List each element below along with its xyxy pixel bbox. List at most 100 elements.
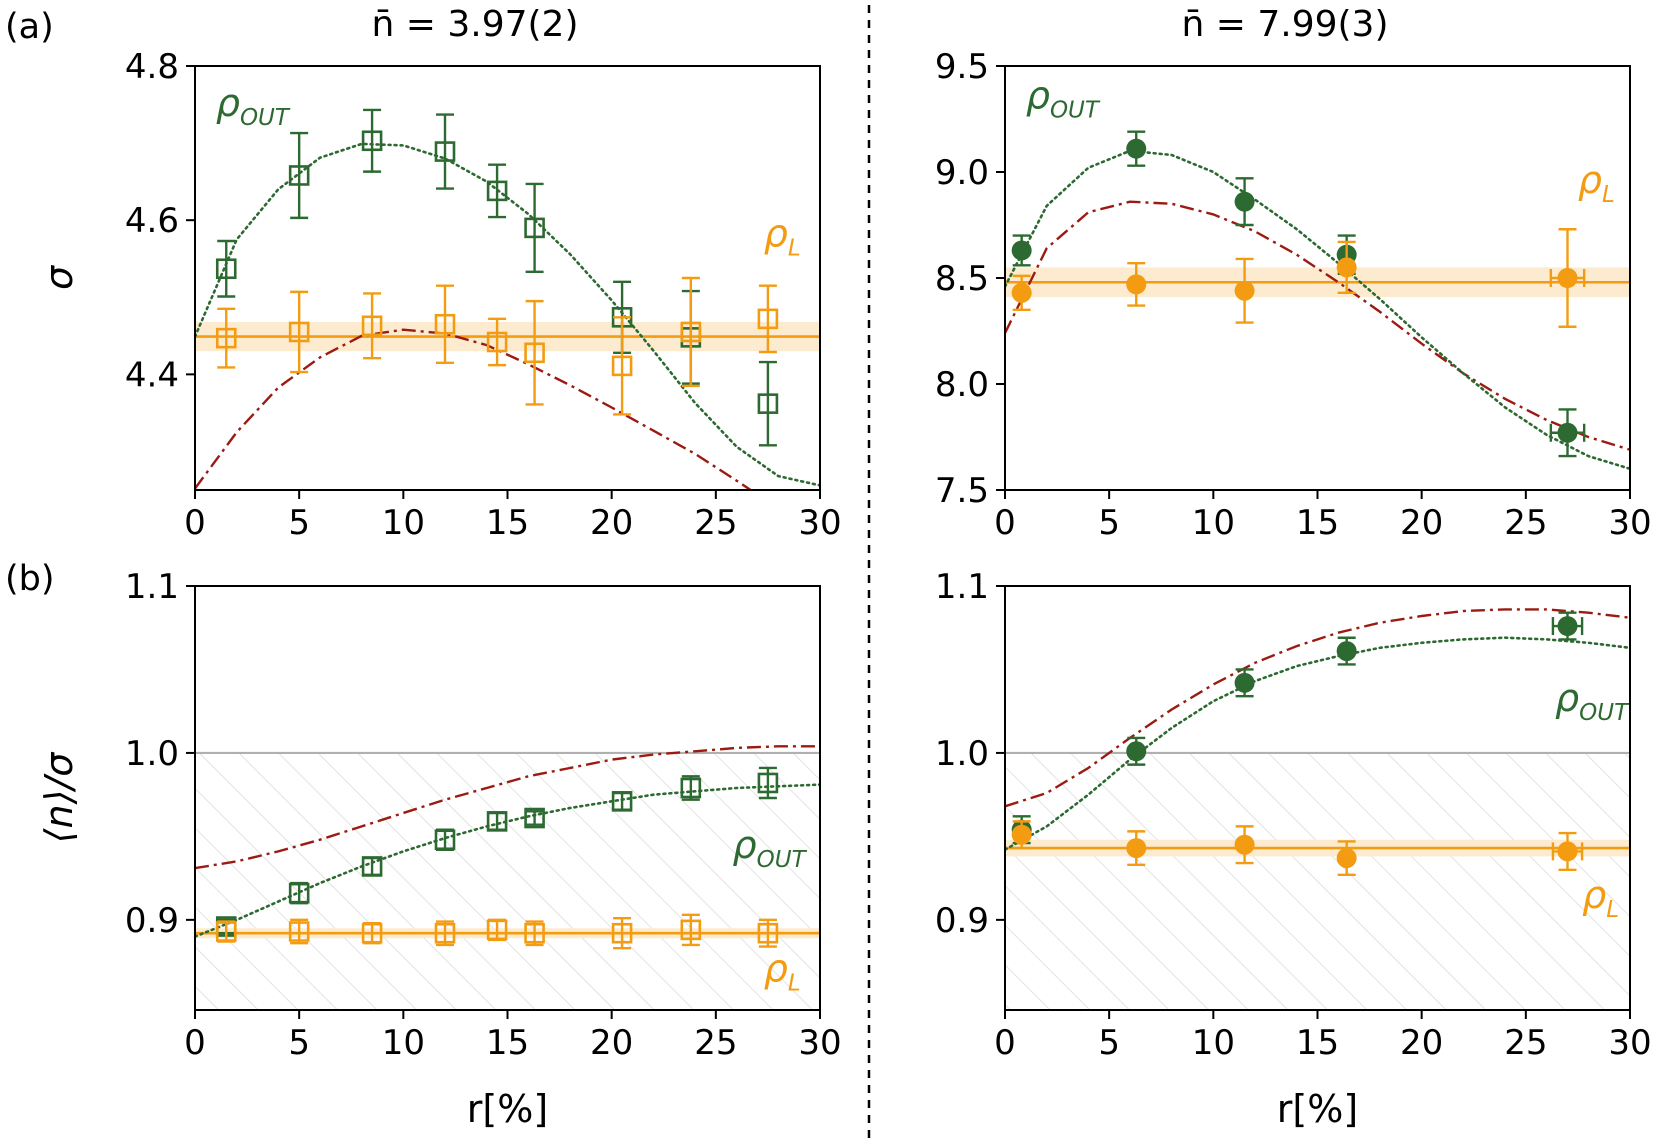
y-tick-label: 8.5 — [935, 259, 989, 299]
x-tick-label: 30 — [798, 1023, 841, 1063]
x-tick-label: 10 — [1192, 1023, 1235, 1063]
error-bar-rho-out — [436, 113, 454, 190]
data-point-rho-out — [524, 807, 545, 829]
y-tick-label: 9.0 — [935, 153, 989, 193]
y-tick-label: 4.6 — [125, 201, 179, 241]
error-bar-rho-out — [290, 131, 309, 220]
error-bar-rho-l — [681, 276, 700, 388]
annotation-rho-out: ρOUT — [1555, 676, 1630, 726]
x-tick-label: 20 — [1400, 503, 1443, 543]
panel-b-label: (b) — [5, 559, 55, 599]
error-bar-rho-out — [525, 810, 544, 826]
data-point-rho-out — [1126, 138, 1147, 159]
data-point-rho-l — [524, 342, 545, 364]
data-point-rho-out — [757, 393, 779, 414]
x-tick-label: 15 — [486, 1023, 529, 1063]
x-tick-label: 25 — [694, 1023, 737, 1063]
fit-curve-rho-out — [1005, 149, 1630, 471]
annotation-rho-l: ρL — [764, 211, 801, 261]
y-tick-label: 0.9 — [125, 901, 179, 941]
y-tick-label: 0.9 — [935, 901, 989, 941]
data-point-rho-out — [1336, 641, 1357, 662]
data-point-rho-l — [680, 321, 702, 343]
panel-b-left: ρOUT ρL 0 5 10 15 20 25 30 0.9 1.0 1.1 ⟨n⟩/σ r[%] — [37, 567, 842, 1131]
y-tick-label: 1.0 — [125, 734, 179, 774]
x-tick-label: 15 — [486, 503, 529, 543]
y-tick-label: 8.0 — [935, 365, 989, 405]
x-tick-label: 5 — [288, 1023, 310, 1063]
annotation-rho-l: ρL — [1578, 158, 1615, 208]
error-bar-rho-l — [613, 316, 632, 416]
error-bar-rho-l — [217, 307, 236, 369]
data-point-rho-out — [757, 772, 779, 794]
data-point-rho-out — [1234, 672, 1255, 693]
theory-curve — [195, 328, 753, 490]
data-point-rho-l — [361, 922, 383, 944]
data-point-rho-l — [1011, 282, 1032, 303]
error-bar-rho-out — [217, 239, 236, 298]
fit-curve-rho-out — [195, 142, 820, 487]
data-point-rho-out — [288, 165, 310, 186]
x-axis-label: r[%] — [467, 1087, 548, 1131]
error-bar-rho-l — [758, 284, 777, 354]
data-point-rho-out — [1011, 240, 1032, 261]
error-bar-rho-l — [436, 284, 454, 364]
panel-b-right: ρOUT ρL 0 5 10 15 20 25 30 0.9 1.0 1.1 r[%] — [935, 567, 1652, 1131]
panel-a-label: (a) — [5, 7, 54, 47]
y-tick-label: 4.4 — [125, 355, 179, 395]
plot-area-a-left — [195, 142, 820, 490]
data-point-rho-out — [434, 141, 456, 162]
y-axis-label: σ — [37, 264, 81, 290]
panel-a-left: ρOUT ρL 0 5 10 15 20 25 30 4.4 4.6 4.8 σ — [37, 47, 842, 543]
data-point-rho-l — [1557, 268, 1578, 288]
error-bar-rho-l — [488, 317, 507, 367]
data-point-rho-l — [1336, 848, 1357, 869]
data-point-rho-l — [611, 355, 633, 377]
data-point-rho-l — [486, 919, 508, 941]
data-point-rho-out — [486, 180, 508, 202]
data-points-a-right — [1011, 130, 1586, 458]
annotation-rho-l: ρL — [764, 947, 801, 997]
data-point-rho-out — [288, 882, 310, 904]
y-tick-label: 4.8 — [125, 47, 179, 87]
data-point-rho-out — [1126, 741, 1147, 762]
x-tick-label: 20 — [1400, 1023, 1443, 1063]
data-point-rho-l — [1557, 841, 1578, 862]
x-tick-label: 10 — [382, 1023, 425, 1063]
plot-area-b-right — [1005, 608, 1630, 1010]
data-point-rho-l — [288, 921, 310, 942]
annotation-rho-out: ρOUT — [216, 81, 291, 131]
hatched-region — [195, 752, 820, 1010]
data-point-rho-out — [680, 777, 702, 799]
x-tick-label: 20 — [590, 503, 633, 543]
error-bar-rho-l — [363, 292, 382, 360]
data-point-rho-out — [361, 856, 383, 877]
x-tick-label: 0 — [994, 1023, 1016, 1063]
data-point-rho-out — [434, 829, 456, 851]
annotation-rho-l: ρL — [1582, 873, 1619, 923]
fit-curve-rho-out — [1005, 636, 1630, 851]
x-tick-label: 0 — [994, 503, 1016, 543]
error-bar-rho-l — [525, 299, 544, 406]
data-point-rho-l — [486, 331, 508, 353]
data-point-rho-l — [1126, 274, 1147, 295]
x-tick-label: 10 — [382, 503, 425, 543]
theory-curve — [195, 745, 820, 870]
x-tick-label: 0 — [184, 503, 206, 543]
x-tick-label: 15 — [1296, 503, 1339, 543]
x-tick-label: 30 — [798, 503, 841, 543]
x-tick-label: 5 — [288, 503, 310, 543]
hatched-region — [1005, 752, 1630, 1010]
data-point-rho-l — [1126, 838, 1147, 859]
x-tick-label: 5 — [1098, 1023, 1120, 1063]
error-bar-rho-out — [525, 182, 544, 274]
x-tick-label: 25 — [694, 503, 737, 543]
data-point-rho-out — [215, 258, 237, 280]
data-point-rho-l — [215, 921, 237, 942]
theory-curve — [1005, 200, 1630, 451]
plot-area-b-left — [195, 745, 820, 1010]
x-tick-label: 15 — [1296, 1023, 1339, 1063]
panel-a-right: ρOUT ρL 0 5 10 15 20 25 30 7.5 8.0 8.5 9.0 9.5 — [935, 47, 1652, 543]
data-point-rho-l — [1011, 824, 1032, 845]
x-tick-label: 20 — [590, 1023, 633, 1063]
